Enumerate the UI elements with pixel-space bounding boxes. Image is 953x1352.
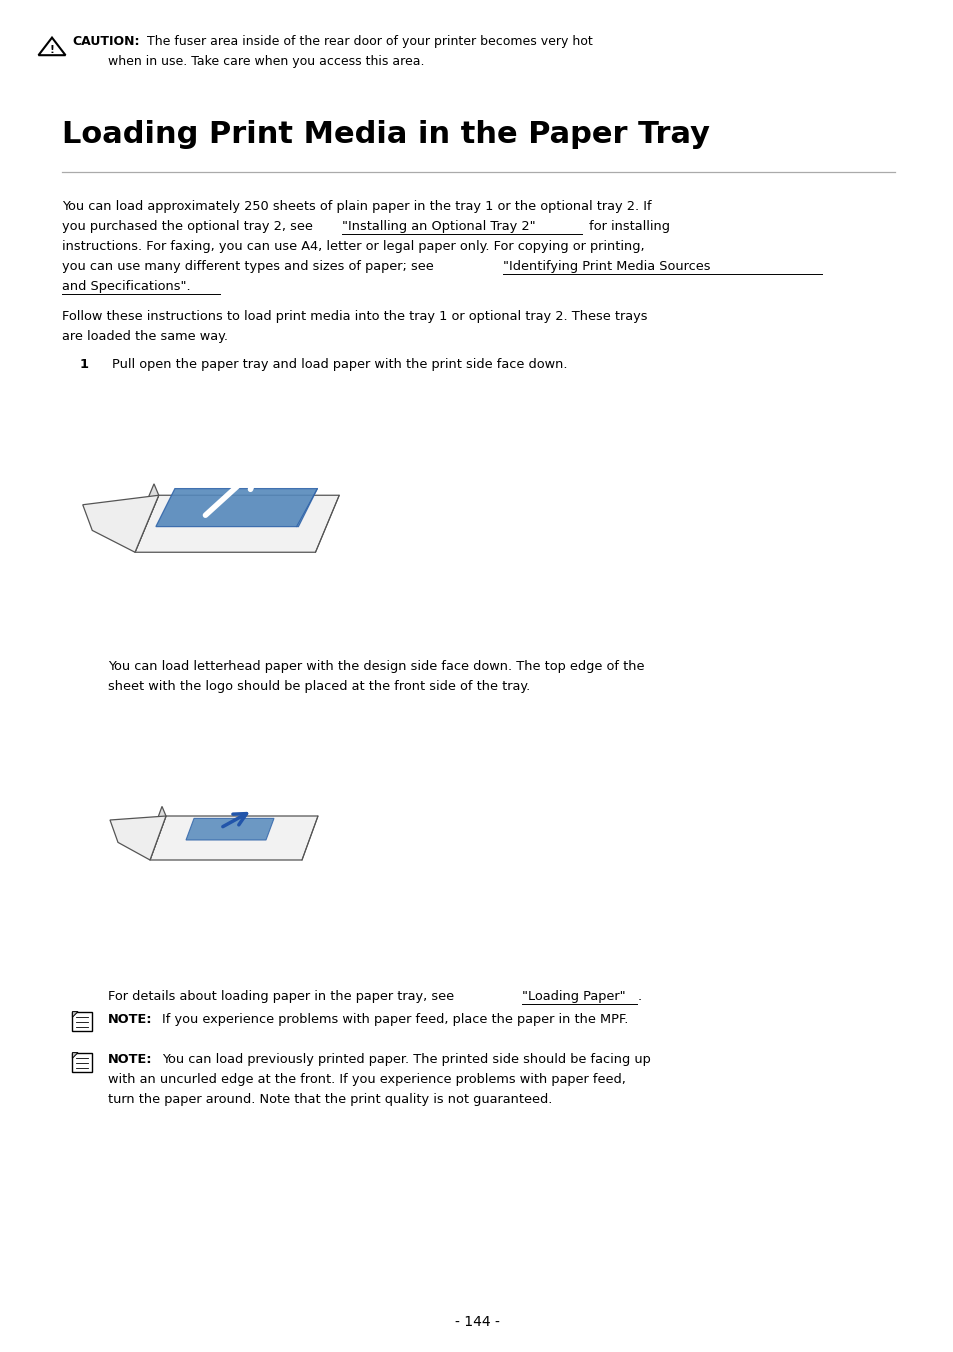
Polygon shape [186,818,274,840]
Text: Loading Print Media in the Paper Tray: Loading Print Media in the Paper Tray [62,120,709,149]
Text: NOTE:: NOTE: [108,1013,152,1026]
Text: turn the paper around. Note that the print quality is not guaranteed.: turn the paper around. Note that the pri… [108,1092,552,1106]
Text: instructions. For faxing, you can use A4, letter or legal paper only. For copyin: instructions. For faxing, you can use A4… [62,241,644,253]
Text: You can load previously printed paper. The printed side should be facing up: You can load previously printed paper. T… [162,1053,650,1065]
Polygon shape [72,1011,91,1030]
Text: You can load approximately 250 sheets of plain paper in the tray 1 or the option: You can load approximately 250 sheets of… [62,200,651,214]
Text: Follow these instructions to load print media into the tray 1 or optional tray 2: Follow these instructions to load print … [62,310,647,323]
Polygon shape [72,1011,78,1017]
Text: NOTE:: NOTE: [108,1053,152,1065]
Text: are loaded the same way.: are loaded the same way. [62,330,228,343]
Text: with an uncurled edge at the front. If you experience problems with paper feed,: with an uncurled edge at the front. If y… [108,1073,625,1086]
Text: If you experience problems with paper feed, place the paper in the MPF.: If you experience problems with paper fe… [162,1013,628,1026]
Polygon shape [135,495,339,552]
Text: The fuser area inside of the rear door of your printer becomes very hot: The fuser area inside of the rear door o… [147,35,592,49]
Text: for installing: for installing [584,220,669,233]
Text: !: ! [50,45,54,55]
Polygon shape [131,484,158,552]
Polygon shape [146,806,166,860]
Text: when in use. Take care when you access this area.: when in use. Take care when you access t… [108,55,424,68]
Text: You can load letterhead paper with the design side face down. The top edge of th: You can load letterhead paper with the d… [108,660,644,673]
Text: Pull open the paper tray and load paper with the print side face down.: Pull open the paper tray and load paper … [112,358,567,370]
Polygon shape [72,1053,78,1059]
Polygon shape [72,1053,91,1072]
Text: "Loading Paper": "Loading Paper" [521,990,625,1003]
Text: .: . [638,990,641,1003]
Polygon shape [150,817,317,860]
Text: and Specifications".: and Specifications". [62,280,191,293]
Text: For details about loading paper in the paper tray, see: For details about loading paper in the p… [108,990,457,1003]
Text: - 144 -: - 144 - [454,1315,499,1329]
Text: 1: 1 [80,358,89,370]
Polygon shape [110,817,166,860]
Polygon shape [155,488,317,526]
Text: "Installing an Optional Tray 2": "Installing an Optional Tray 2" [341,220,535,233]
Polygon shape [83,495,158,552]
Text: sheet with the logo should be placed at the front side of the tray.: sheet with the logo should be placed at … [108,680,530,694]
Text: CAUTION:: CAUTION: [71,35,139,49]
Text: "Identifying Print Media Sources: "Identifying Print Media Sources [502,260,710,273]
Text: you can use many different types and sizes of paper; see: you can use many different types and siz… [62,260,437,273]
Text: you purchased the optional tray 2, see: you purchased the optional tray 2, see [62,220,316,233]
